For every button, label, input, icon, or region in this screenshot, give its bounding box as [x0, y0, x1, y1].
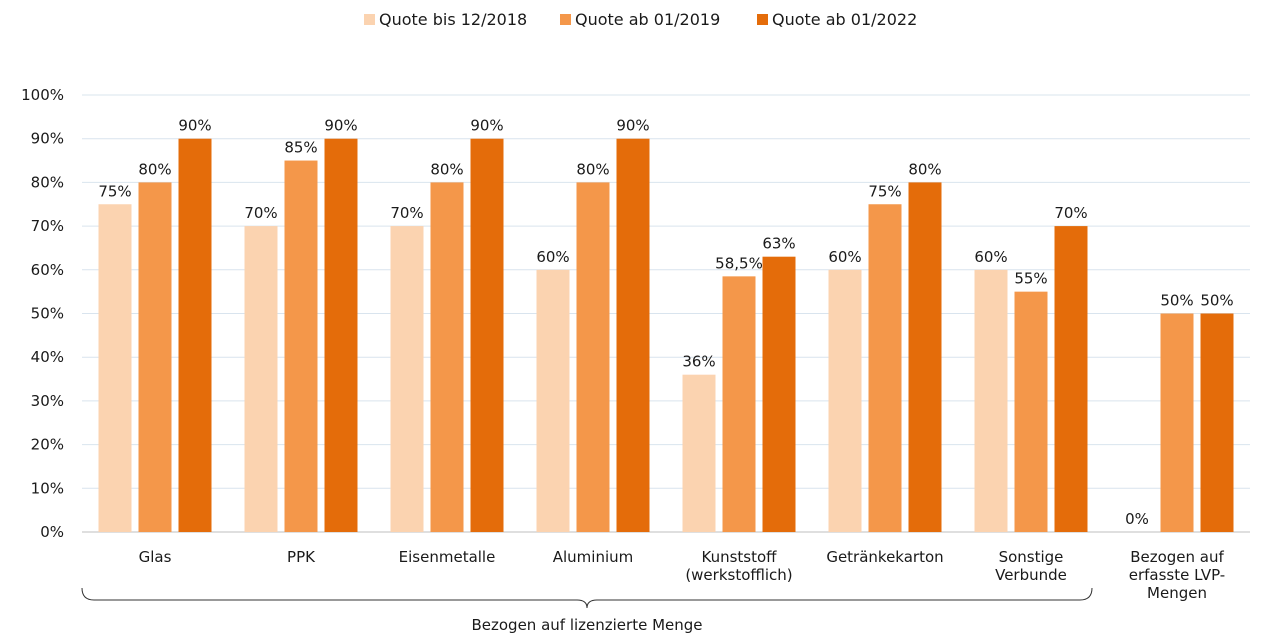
y-tick-label: 90% [31, 130, 64, 148]
category-label: Sonstige [999, 548, 1064, 566]
legend-label: Quote ab 01/2022 [772, 10, 917, 29]
bar [828, 269, 862, 532]
data-label: 75% [868, 182, 901, 200]
category-label: Verbunde [995, 566, 1067, 584]
data-label: 85% [284, 139, 317, 157]
bar [178, 138, 212, 532]
y-tick-label: 0% [40, 523, 64, 541]
data-label: 0% [1125, 510, 1149, 528]
data-labels: 75% 70% 70% 60% 36% 60% 60% 0% 80% 85% 80% 80% 58,5%… [98, 117, 1233, 528]
legend-swatch [757, 14, 768, 25]
category-label: Glas [139, 548, 172, 566]
data-label: 80% [576, 160, 609, 178]
y-tick-label: 30% [31, 392, 64, 410]
bar [974, 269, 1008, 532]
data-label: 80% [430, 160, 463, 178]
category-label: Aluminium [553, 548, 634, 566]
bar [536, 269, 570, 532]
data-label: 63% [762, 235, 795, 253]
data-label: 60% [536, 248, 569, 266]
bar [722, 276, 756, 532]
bar [682, 374, 716, 532]
category-label: Eisenmetalle [399, 548, 496, 566]
data-label: 55% [1014, 270, 1047, 288]
data-label: 58,5% [715, 254, 763, 272]
data-label: 75% [98, 182, 131, 200]
category-label: Bezogen auf [1130, 548, 1224, 566]
category-label: Kunststoff [701, 548, 777, 566]
data-label: 70% [390, 204, 423, 222]
data-label: 90% [616, 117, 649, 135]
data-label: 60% [974, 248, 1007, 266]
bar [324, 138, 358, 532]
legend-swatch [560, 14, 571, 25]
bar [1200, 313, 1234, 532]
y-tick-label: 20% [31, 436, 64, 454]
data-label: 90% [470, 117, 503, 135]
bar [390, 226, 424, 532]
bar [98, 204, 132, 532]
bar [470, 138, 504, 532]
category-label: (werkstofflich) [685, 566, 792, 584]
bar [1054, 226, 1088, 532]
y-tick-label: 40% [31, 348, 64, 366]
y-tick-label: 70% [31, 217, 64, 235]
bar [908, 182, 942, 532]
group-brace: Bezogen auf lizenzierte Menge [81, 587, 1093, 634]
bar [138, 182, 172, 532]
data-label: 90% [324, 117, 357, 135]
bar [284, 160, 318, 533]
data-label: 50% [1200, 292, 1233, 310]
bar [244, 226, 278, 532]
bar [868, 204, 902, 532]
y-tick-label: 50% [31, 305, 64, 323]
legend-label: Quote ab 01/2019 [575, 10, 720, 29]
legend: Quote bis 12/2018 Quote ab 01/2019 Quote a… [364, 10, 917, 29]
data-label: 80% [908, 160, 941, 178]
data-label: 50% [1160, 292, 1193, 310]
bar [576, 182, 610, 532]
legend-label: Quote bis 12/2018 [379, 10, 527, 29]
y-tick-label: 100% [21, 86, 64, 104]
data-label: 60% [828, 248, 861, 266]
category-label: Getränkekarton [826, 548, 943, 566]
bar [616, 138, 650, 532]
brace-shape [81, 587, 1093, 609]
data-label: 36% [682, 353, 715, 371]
y-axis: 0% 10% 20% 30% 40% 50% 60% 70% 80% 90% 100% [21, 86, 1250, 541]
y-tick-label: 80% [31, 173, 64, 191]
y-tick-label: 60% [31, 261, 64, 279]
data-label: 80% [138, 160, 171, 178]
brace-label: Bezogen auf lizenzierte Menge [471, 616, 702, 634]
category-label: PPK [287, 548, 316, 566]
bar [1160, 313, 1194, 532]
bar [762, 256, 796, 532]
bars [98, 138, 1234, 533]
data-label: 90% [178, 117, 211, 135]
data-label: 70% [1054, 204, 1087, 222]
y-tick-label: 10% [31, 479, 64, 497]
x-axis: Glas PPK Eisenmetalle Aluminium Kunststoff(w… [139, 548, 1226, 602]
category-label: erfasste LVP- [1129, 566, 1225, 584]
category-label: Mengen [1147, 584, 1207, 602]
bar [1014, 291, 1048, 532]
legend-swatch [364, 14, 375, 25]
bar [430, 182, 464, 532]
data-label: 70% [244, 204, 277, 222]
